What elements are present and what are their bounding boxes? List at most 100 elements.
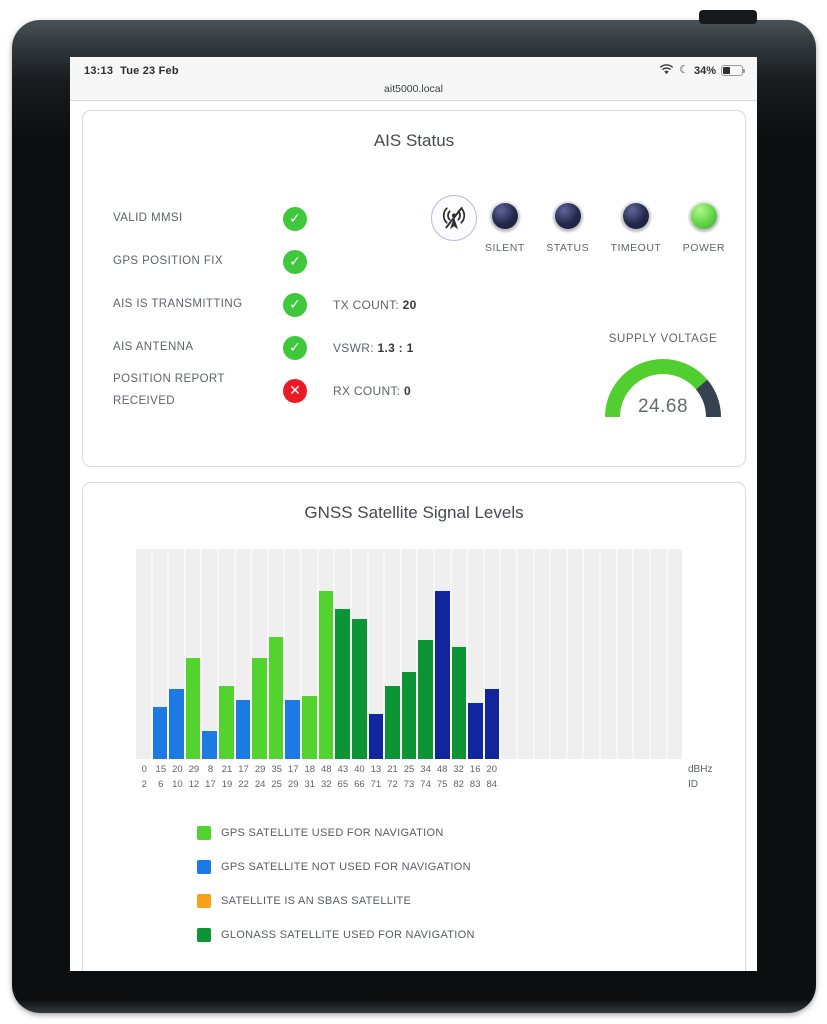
legend-swatch-sbas <box>197 894 211 908</box>
axis-dbhz-label: 13 <box>370 764 382 775</box>
axis-id-label <box>517 779 534 790</box>
axis-dbhz-label: 40 <box>354 764 365 775</box>
axis-dbhz-label: 17 <box>287 764 299 775</box>
ais-status-row: GPS POSITION FIX ✓ <box>113 240 513 283</box>
axis-id-label: 75 <box>436 779 448 790</box>
chart-slot <box>268 549 286 759</box>
browser-chrome: 13:13 Tue 23 Feb ☾ 34% ait5000.local <box>70 57 757 101</box>
chart-slot <box>418 549 435 759</box>
satellite-bar <box>451 647 467 759</box>
satellite-bar <box>219 685 234 759</box>
do-not-disturb-moon-icon: ☾ <box>679 64 689 76</box>
axis-row-dbhz: 0 15 20 29 8 21 17 29 35 17 18 48 43 40 13 21 25 34 48 32 16… <box>136 764 713 775</box>
wifi-icon <box>659 62 674 80</box>
led-bulb <box>554 203 581 229</box>
satellite-bar <box>335 608 350 759</box>
axis-id-label: 74 <box>420 779 431 790</box>
chart-slot <box>651 549 668 759</box>
led-ring <box>489 201 520 231</box>
chart-slot <box>136 549 153 759</box>
satellite-bar <box>418 640 433 759</box>
axis-id-label: 65 <box>337 779 349 790</box>
chart-slot <box>252 549 269 759</box>
chart-slot <box>668 549 683 759</box>
satellite-bar <box>252 657 267 759</box>
cross-circle-icon: ✕ <box>283 378 307 403</box>
satellite-bar <box>235 699 251 759</box>
chart-slot <box>202 549 220 759</box>
chart-slot <box>235 549 253 759</box>
check-circle-icon: ✓ <box>283 292 307 317</box>
address-bar[interactable]: ait5000.local <box>384 83 443 95</box>
axis-id-label: 66 <box>354 779 365 790</box>
led-indicator-timeout: TIMEOUT <box>611 201 662 254</box>
axis-id-label <box>599 779 616 790</box>
axis-id-label <box>649 779 666 790</box>
satellite-bar <box>434 591 450 759</box>
satellite-bar <box>185 657 201 759</box>
axis-id-label: 24 <box>254 779 266 790</box>
axis-id-label: 32 <box>321 779 332 790</box>
chart-slot <box>535 549 552 759</box>
status-row-label: VALID MMSI <box>113 211 183 224</box>
supply-voltage-title: SUPPLY VOLTAGE <box>608 333 718 345</box>
led-indicator-group: SILENT STATUS TIMEOUT POWER <box>485 201 725 254</box>
axis-dbhz-label <box>616 764 633 775</box>
legend-item: GLONASS SATELLITE USED FOR NAVIGATION <box>197 928 745 942</box>
status-row-label: POSITION REPORT RECEIVED <box>113 373 225 407</box>
axis-dbhz-label: 0 <box>141 764 147 775</box>
satellite-bar <box>169 689 184 759</box>
legend-label: GPS SATELLITE USED FOR NAVIGATION <box>221 827 444 839</box>
axis-id-label: 2 <box>141 779 147 790</box>
chart-slot <box>601 549 618 759</box>
chart-slot <box>302 549 319 759</box>
axis-id-label: 72 <box>387 779 398 790</box>
axis-dbhz-label: 29 <box>188 764 200 775</box>
axis-dbhz-label: 21 <box>387 764 398 775</box>
status-row-label: GPS POSITION FIX <box>113 254 223 267</box>
axis-dbhz-label: 48 <box>436 764 448 775</box>
axis-dbhz-label: 34 <box>420 764 431 775</box>
chart-slot <box>551 549 568 759</box>
led-indicator-status: STATUS <box>546 201 589 254</box>
gnss-signal-card: GNSS Satellite Signal Levels 0 15 20 29 8 21 1… <box>82 482 746 971</box>
axis-id-label <box>632 779 649 790</box>
axis-id-label: 19 <box>221 779 233 790</box>
chart-plot-area <box>136 549 682 759</box>
supply-voltage-value: 24.68 <box>637 396 689 417</box>
check-circle-icon: ✓ <box>283 206 307 231</box>
axis-dbhz-label: 16 <box>469 764 481 775</box>
axis-id-label <box>533 779 550 790</box>
axis-dbhz-label: 15 <box>155 764 167 775</box>
axis-dbhz-label: 25 <box>403 764 415 775</box>
chart-slot <box>518 549 535 759</box>
status-row-value: RX COUNT: 0 <box>333 383 411 398</box>
legend-label: GLONASS SATELLITE USED FOR NAVIGATION <box>221 929 475 941</box>
ais-status-row: VALID MMSI ✓ <box>113 197 513 240</box>
axis-dbhz-label <box>599 764 616 775</box>
ais-status-row: AIS ANTENNA ✓ VSWR: 1.3 : 1 <box>113 326 513 369</box>
axis-dbhz-label <box>583 764 600 775</box>
ais-status-row: POSITION REPORT RECEIVED ✕ RX COUNT: 0 <box>113 369 513 412</box>
axis-dbhz-label: 20 <box>172 764 183 775</box>
legend-item: GPS SATELLITE NOT USED FOR NAVIGATION <box>197 860 745 874</box>
axis-dbhz-label <box>666 764 683 775</box>
axis-row-id: 2 6 10 12 17 19 22 24 25 29 31 32 65 66 71 72 73 74 75 82 83… <box>136 779 698 790</box>
axis-dbhz-label <box>566 764 583 775</box>
led-label: TIMEOUT <box>610 242 662 254</box>
transmit-disabled-antenna-icon <box>431 195 477 241</box>
gnss-bar-chart: 0 15 20 29 8 21 17 29 35 17 18 48 43 40 13 21 25 34 48 32 16… <box>136 549 736 790</box>
satellite-bar <box>318 591 334 759</box>
legend-item: GPS SATELLITE USED FOR NAVIGATION <box>197 826 745 840</box>
axis-id-label <box>500 779 517 790</box>
axis-id-label: 25 <box>271 779 282 790</box>
chart-slot <box>501 549 519 759</box>
status-row-value: VSWR: 1.3 : 1 <box>333 340 414 355</box>
chart-slot <box>634 549 651 759</box>
axis-dbhz-label: 48 <box>321 764 332 775</box>
led-label: SILENT <box>485 242 525 254</box>
axis-dbhz-label <box>550 764 567 775</box>
axis-id-label: 73 <box>403 779 415 790</box>
chart-slot <box>285 549 303 759</box>
chart-slot <box>484 549 502 759</box>
